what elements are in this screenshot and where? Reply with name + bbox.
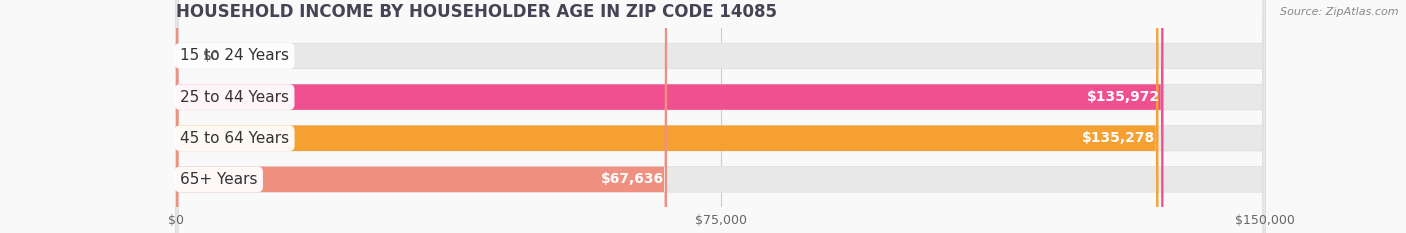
Text: $135,278: $135,278 (1083, 131, 1156, 145)
FancyBboxPatch shape (176, 0, 1265, 233)
Text: 45 to 64 Years: 45 to 64 Years (180, 131, 290, 146)
Text: 65+ Years: 65+ Years (180, 172, 257, 187)
Text: 15 to 24 Years: 15 to 24 Years (180, 48, 290, 63)
FancyBboxPatch shape (176, 0, 1265, 233)
FancyBboxPatch shape (176, 0, 1164, 233)
Text: $0: $0 (202, 49, 221, 63)
Text: $135,972: $135,972 (1087, 90, 1160, 104)
FancyBboxPatch shape (176, 0, 1265, 233)
FancyBboxPatch shape (176, 0, 1265, 233)
Text: $67,636: $67,636 (600, 172, 664, 186)
FancyBboxPatch shape (176, 0, 666, 233)
FancyBboxPatch shape (176, 0, 1159, 233)
Text: Source: ZipAtlas.com: Source: ZipAtlas.com (1281, 7, 1399, 17)
Text: HOUSEHOLD INCOME BY HOUSEHOLDER AGE IN ZIP CODE 14085: HOUSEHOLD INCOME BY HOUSEHOLDER AGE IN Z… (176, 3, 776, 21)
Text: 25 to 44 Years: 25 to 44 Years (180, 90, 290, 105)
